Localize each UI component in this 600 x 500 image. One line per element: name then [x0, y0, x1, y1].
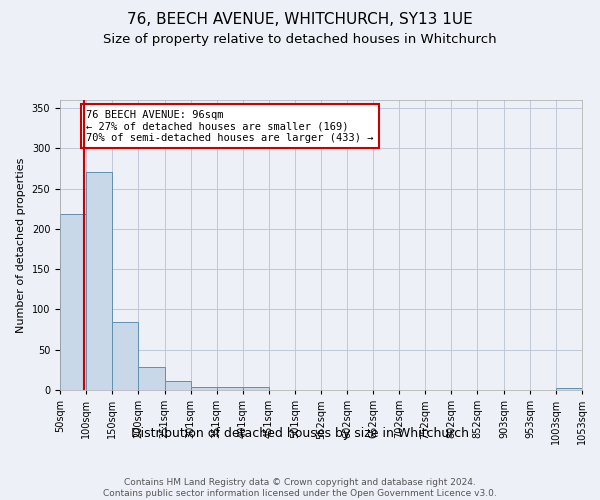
- Bar: [242, 387, 269, 390]
- Bar: [138, 366, 164, 390]
- Bar: [112, 322, 138, 390]
- Text: Contains HM Land Registry data © Crown copyright and database right 2024.
Contai: Contains HM Land Registry data © Crown c…: [103, 478, 497, 498]
- Bar: [191, 387, 217, 390]
- Bar: [164, 381, 191, 390]
- Bar: [556, 388, 582, 390]
- Bar: [60, 214, 86, 390]
- Bar: [86, 172, 112, 390]
- Text: Size of property relative to detached houses in Whitchurch: Size of property relative to detached ho…: [103, 32, 497, 46]
- Text: 76 BEECH AVENUE: 96sqm
← 27% of detached houses are smaller (169)
70% of semi-de: 76 BEECH AVENUE: 96sqm ← 27% of detached…: [86, 110, 374, 143]
- Bar: [217, 387, 242, 390]
- Y-axis label: Number of detached properties: Number of detached properties: [16, 158, 26, 332]
- Text: 76, BEECH AVENUE, WHITCHURCH, SY13 1UE: 76, BEECH AVENUE, WHITCHURCH, SY13 1UE: [127, 12, 473, 28]
- Text: Distribution of detached houses by size in Whitchurch: Distribution of detached houses by size …: [131, 428, 469, 440]
